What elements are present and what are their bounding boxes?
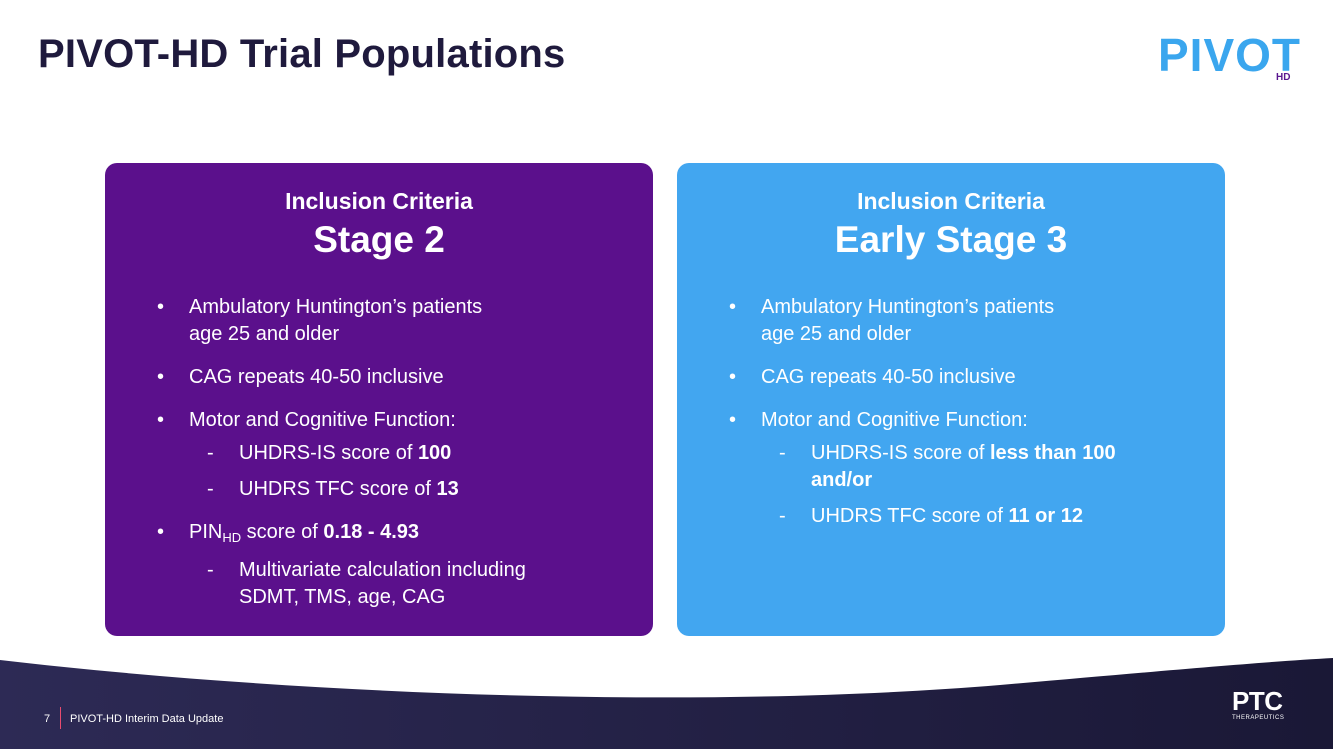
sub-criteria-value: 100	[417, 442, 452, 464]
sub-criteria-value: 11 or 12	[1008, 505, 1083, 527]
criteria-text: CAG repeats 40-50 inclusive	[761, 366, 1016, 388]
footer-title: PIVOT-HD Interim Data Update	[70, 713, 224, 725]
pivot-hd-logo: PIVOT HD	[1152, 26, 1302, 90]
criteria-text: PIN	[189, 521, 223, 543]
sub-criteria-item: - UHDRS-IS score of 100	[189, 440, 613, 467]
criteria-item: • CAG repeats 40-50 inclusive	[729, 364, 1185, 391]
early-stage-3-card: Inclusion Criteria Early Stage 3 • Ambul…	[677, 163, 1225, 636]
criteria-text: score of	[241, 521, 324, 543]
sub-criteria-value: 13	[436, 478, 459, 500]
dash: -	[207, 478, 214, 500]
criteria-item: • CAG repeats 40-50 inclusive	[157, 364, 613, 391]
dash: -	[779, 442, 786, 464]
ptc-brand: PTC	[1232, 686, 1283, 716]
bullet: •	[157, 409, 165, 431]
ptc-logo: PTC THERAPEUTICS	[1232, 686, 1312, 726]
dash: -	[207, 559, 214, 581]
criteria-text: age 25 and older	[189, 323, 340, 345]
criteria-text: CAG repeats 40-50 inclusive	[189, 366, 444, 388]
sub-criteria-text: SDMT, TMS, age, CAG	[239, 586, 446, 608]
bullet: •	[157, 366, 165, 388]
sub-criteria-list: - UHDRS-IS score of less than 100 and/or…	[761, 440, 1185, 530]
sub-criteria-value: less than 100	[989, 442, 1116, 464]
sub-criteria-list: - UHDRS-IS score of 100 - UHDRS TFC scor…	[189, 440, 613, 503]
card-stage-title: Early Stage 3	[834, 219, 1068, 260]
sub-criteria-text: UHDRS-IS score of	[811, 442, 990, 464]
criteria-text: age 25 and older	[761, 323, 912, 345]
ptc-brand-sub: THERAPEUTICS	[1232, 715, 1285, 721]
dash: -	[779, 505, 786, 527]
page-title: PIVOT-HD Trial Populations	[38, 32, 566, 76]
footer-divider	[60, 707, 61, 729]
sub-criteria-text: Multivariate calculation including	[239, 559, 526, 581]
page-number: 7	[44, 713, 51, 725]
sub-criteria-item: - UHDRS TFC score of 11 or 12	[761, 503, 1185, 530]
criteria-text: Ambulatory Huntington’s patients	[761, 296, 1055, 318]
dash: -	[207, 442, 214, 464]
bullet: •	[729, 409, 737, 431]
criteria-text: Ambulatory Huntington’s patients	[189, 296, 483, 318]
logo-main-text: PIVOT	[1158, 29, 1302, 81]
criteria-item: • Ambulatory Huntington’s patients age 2…	[157, 294, 613, 348]
criteria-subscript: HD	[222, 530, 242, 545]
bullet: •	[729, 296, 737, 318]
stage-2-card: Inclusion Criteria Stage 2 • Ambulatory …	[105, 163, 653, 636]
card-kicker: Inclusion Criteria	[285, 188, 473, 214]
criteria-text: Motor and Cognitive Function:	[189, 409, 456, 431]
sub-criteria-text: UHDRS TFC score of	[239, 478, 437, 500]
criteria-item: • Motor and Cognitive Function: - UHDRS-…	[729, 407, 1185, 530]
criteria-value: 0.18 - 4.93	[323, 521, 420, 543]
bullet: •	[157, 521, 165, 543]
bullet: •	[157, 296, 165, 318]
sub-criteria-text: UHDRS-IS score of	[239, 442, 418, 464]
sub-criteria-item: - UHDRS TFC score of 13	[189, 476, 613, 503]
criteria-item: • Motor and Cognitive Function: - UHDRS-…	[157, 407, 613, 503]
criteria-item: • Ambulatory Huntington’s patients age 2…	[729, 294, 1185, 348]
criteria-list: • Ambulatory Huntington’s patients age 2…	[729, 294, 1185, 546]
criteria-list: • Ambulatory Huntington’s patients age 2…	[157, 294, 613, 627]
card-kicker: Inclusion Criteria	[857, 188, 1045, 214]
sub-criteria-item: - Multivariate calculation including SDM…	[189, 557, 613, 611]
criteria-item: • PINHD score of 0.18 - 4.93 - Multivari…	[157, 519, 613, 611]
footer-wave-shape	[0, 658, 1333, 749]
sub-criteria-text: UHDRS TFC score of	[811, 505, 1009, 527]
card-stage-title: Stage 2	[313, 219, 445, 260]
logo-sub-text: HD	[1276, 72, 1291, 83]
bullet: •	[729, 366, 737, 388]
sub-criteria-list: - Multivariate calculation including SDM…	[189, 557, 613, 611]
criteria-text: Motor and Cognitive Function:	[761, 409, 1028, 431]
sub-criteria-value: and/or	[811, 469, 873, 491]
sub-criteria-item: - UHDRS-IS score of less than 100 and/or	[761, 440, 1185, 494]
